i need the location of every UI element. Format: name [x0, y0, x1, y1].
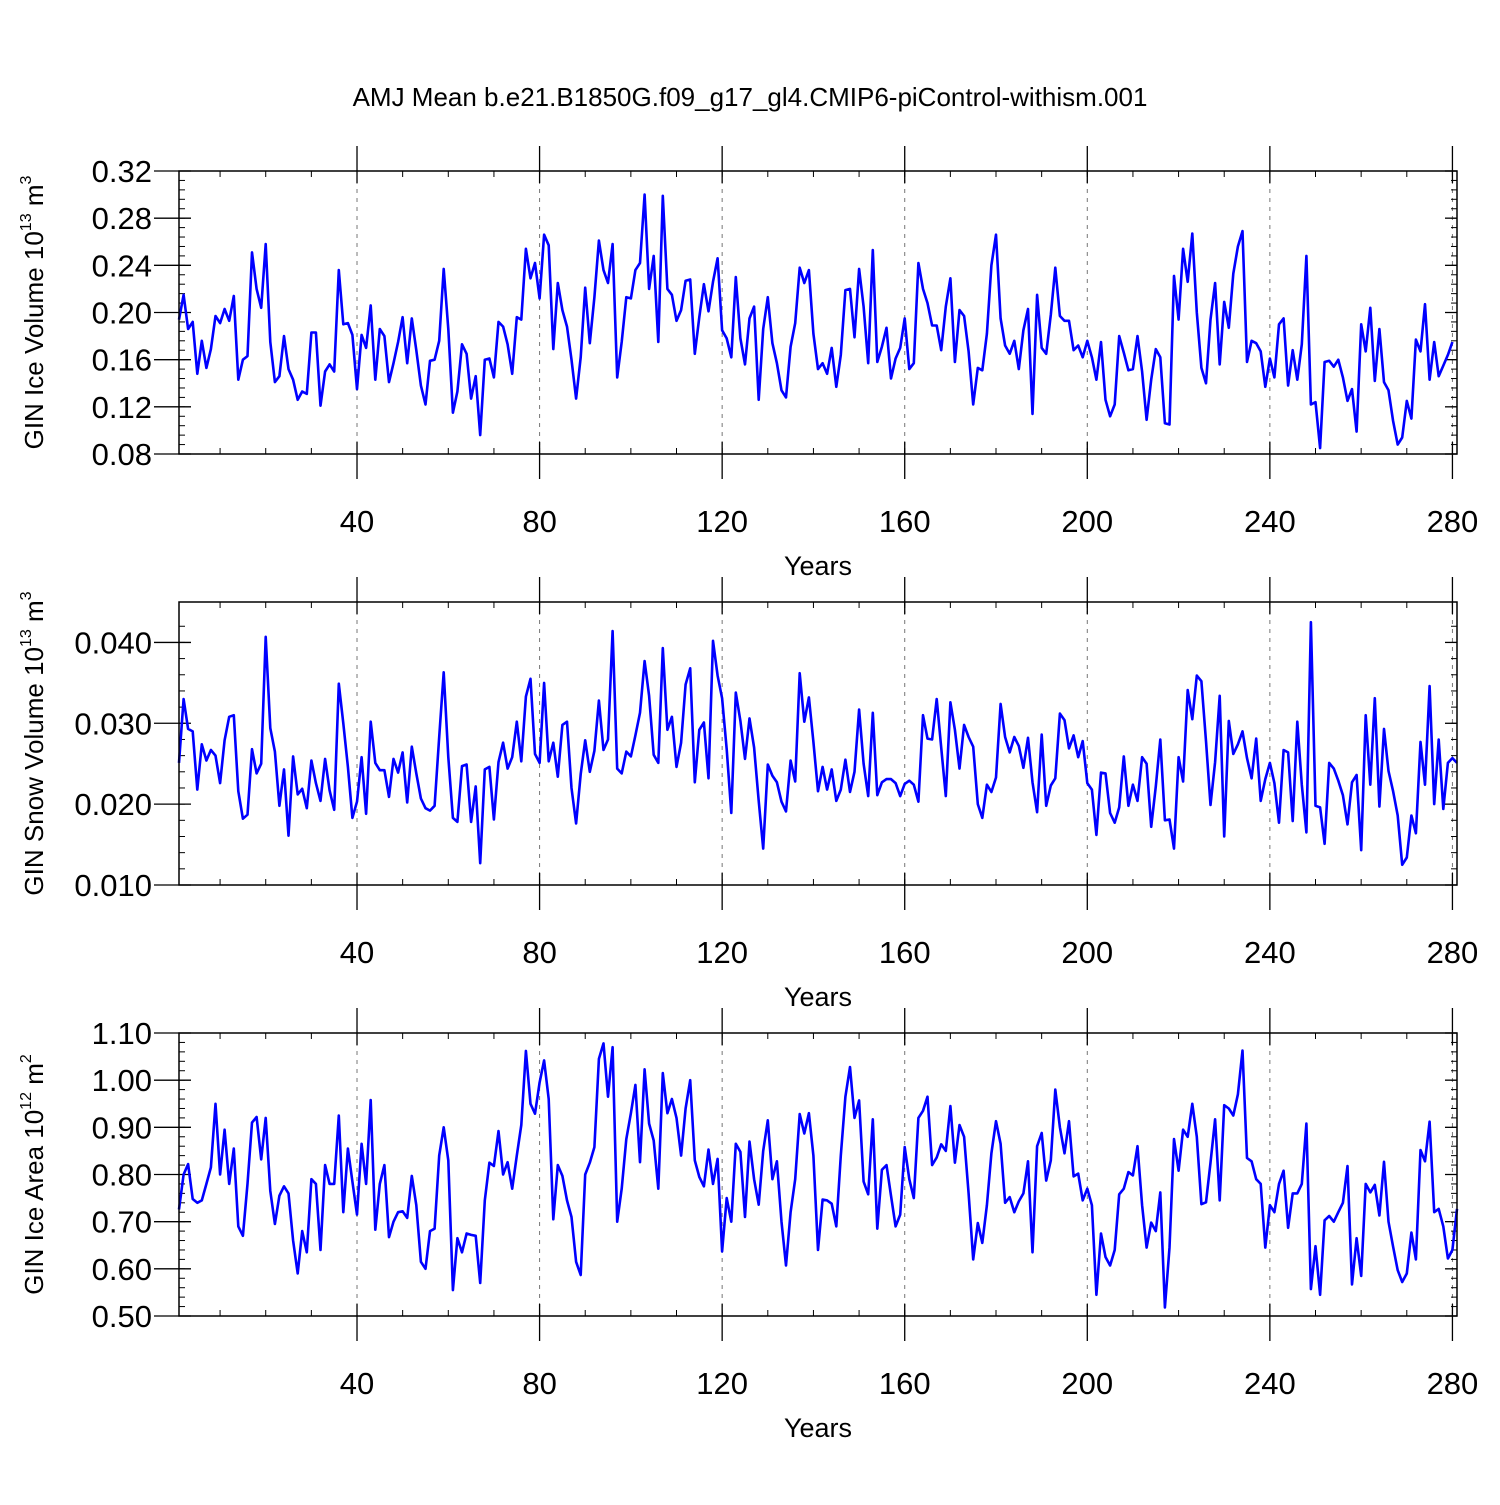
x-tick-label: 120 — [696, 504, 748, 539]
y-tick-label: 0.24 — [92, 248, 152, 283]
series-line — [177, 620, 1458, 867]
x-axis-label: Years — [784, 982, 852, 1012]
y-tick-label: 0.030 — [74, 706, 152, 741]
x-tick-label: 120 — [696, 935, 748, 970]
y-tick-label: 0.50 — [92, 1299, 152, 1334]
y-tick-label: 0.60 — [92, 1252, 152, 1287]
y-tick-label: 0.010 — [74, 868, 152, 903]
x-tick-label: 200 — [1061, 935, 1113, 970]
y-tick-label: 0.12 — [92, 390, 152, 425]
plot-frame — [178, 1032, 1458, 1317]
x-tick-label: 280 — [1427, 1366, 1479, 1401]
x-tick-label: 240 — [1244, 504, 1296, 539]
y-tick-label: 1.00 — [92, 1063, 152, 1098]
y-tick-label: 0.08 — [92, 437, 152, 472]
x-tick-label: 240 — [1244, 935, 1296, 970]
page-title: AMJ Mean b.e21.B1850G.f09_g17_gl4.CMIP6-… — [352, 82, 1148, 112]
plot-frame — [178, 170, 1458, 455]
y-tick-label: 0.20 — [92, 296, 152, 331]
x-tick-label: 160 — [879, 504, 931, 539]
y-tick-label: 0.90 — [92, 1110, 152, 1145]
panel-1: 0.08 0.12 0.16 0.20 0.24 0.28 0.32 40 80 120 160 20… — [18, 146, 1478, 581]
y-axis-label: GIN Snow Volume 1013 m3 — [18, 591, 49, 895]
x-tick-label: 120 — [696, 1366, 748, 1401]
y-tick-label: 1.10 — [92, 1016, 152, 1051]
series-line — [177, 193, 1454, 450]
panel-3: 0.50 0.60 0.70 0.80 0.90 1.00 1.10 40 80 120 160 20… — [18, 1008, 1478, 1443]
x-tick-label: 80 — [522, 504, 556, 539]
x-tick-label: 160 — [879, 1366, 931, 1401]
y-tick-label: 0.80 — [92, 1158, 152, 1193]
x-tick-label: 280 — [1427, 504, 1479, 539]
x-tick-label: 80 — [522, 1366, 556, 1401]
x-tick-label: 80 — [522, 935, 556, 970]
x-tick-label: 200 — [1061, 1366, 1113, 1401]
series-line — [177, 1042, 1459, 1309]
y-tick-label: 0.70 — [92, 1205, 152, 1240]
y-tick-label: 0.040 — [74, 625, 152, 660]
y-axis-label: GIN Ice Area 1012 m2 — [18, 1054, 49, 1295]
x-tick-label: 40 — [340, 1366, 374, 1401]
y-tick-label: 0.020 — [74, 787, 152, 822]
y-tick-label: 0.32 — [92, 154, 152, 189]
y-tick-label: 0.16 — [92, 343, 152, 378]
x-axis-label: Years — [784, 551, 852, 581]
x-tick-label: 40 — [340, 935, 374, 970]
x-tick-label: 200 — [1061, 504, 1113, 539]
x-tick-label: 240 — [1244, 1366, 1296, 1401]
x-tick-label: 40 — [340, 504, 374, 539]
plot-frame — [178, 601, 1458, 886]
y-tick-label: 0.28 — [92, 201, 152, 236]
x-tick-label: 280 — [1427, 935, 1479, 970]
y-axis-label: GIN Ice Volume 1013 m3 — [18, 175, 49, 449]
x-axis-label: Years — [784, 1413, 852, 1443]
x-tick-label: 160 — [879, 935, 931, 970]
panel-2: 0.010 0.020 0.030 0.040 40 80 120 160 200 240 280 Y… — [18, 577, 1478, 1012]
